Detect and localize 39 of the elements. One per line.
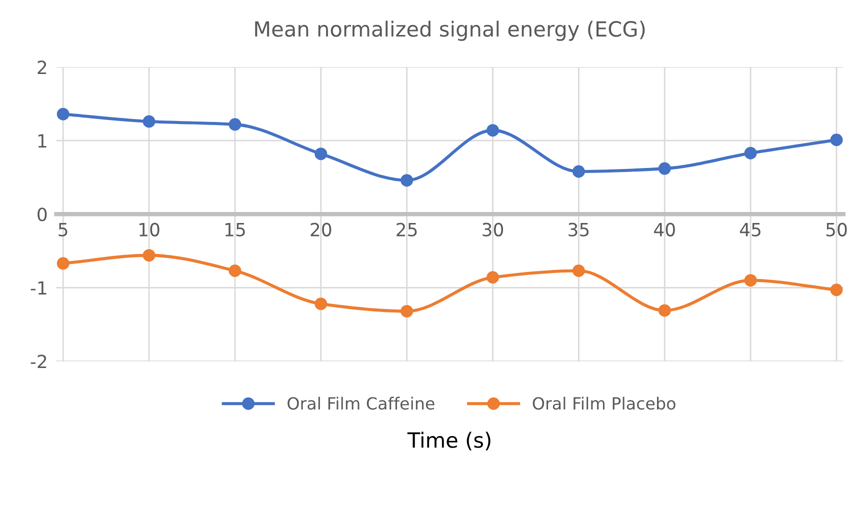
point [400, 174, 414, 187]
x-tick-label: 10 [140, 222, 160, 236]
point [486, 271, 500, 284]
chart-title: Mean normalized signal energy (ECG) [255, 20, 645, 41]
point [56, 108, 70, 120]
point [830, 284, 843, 296]
point [572, 165, 585, 178]
x-tick-label: 50 [826, 222, 847, 236]
point [314, 148, 328, 160]
y-tick-label: 0 [38, 208, 47, 222]
y-tick-label: 1 [38, 134, 46, 148]
point [658, 304, 671, 317]
point [142, 249, 156, 262]
legend-label: Oral Film Placebo [532, 396, 676, 410]
y-tick-label: -1 [30, 281, 46, 295]
x-tick-label: 45 [740, 223, 760, 236]
point [228, 118, 242, 131]
y-tick-label: -2 [30, 354, 46, 368]
x-tick-label: 25 [396, 222, 417, 236]
point [486, 124, 500, 137]
x-tick-label: 35 [568, 222, 589, 236]
point [744, 146, 757, 160]
x-tick-label: 20 [310, 222, 332, 236]
point [142, 115, 156, 128]
point [572, 264, 585, 278]
x-tick-label: 40 [654, 222, 675, 236]
x-tick-label: 5 [58, 223, 68, 236]
x-tick-label: 15 [225, 223, 245, 236]
point [314, 298, 328, 310]
point [658, 162, 671, 175]
x-axis-title: Time (s) [407, 432, 490, 450]
legend-label: Oral Film Caffeine [288, 396, 434, 410]
point [228, 264, 242, 278]
point [744, 274, 757, 287]
y-tick-label: 2 [38, 60, 46, 74]
point [400, 304, 414, 318]
x-tick-label: 30 [482, 222, 504, 236]
point [56, 257, 70, 270]
point [830, 134, 843, 146]
